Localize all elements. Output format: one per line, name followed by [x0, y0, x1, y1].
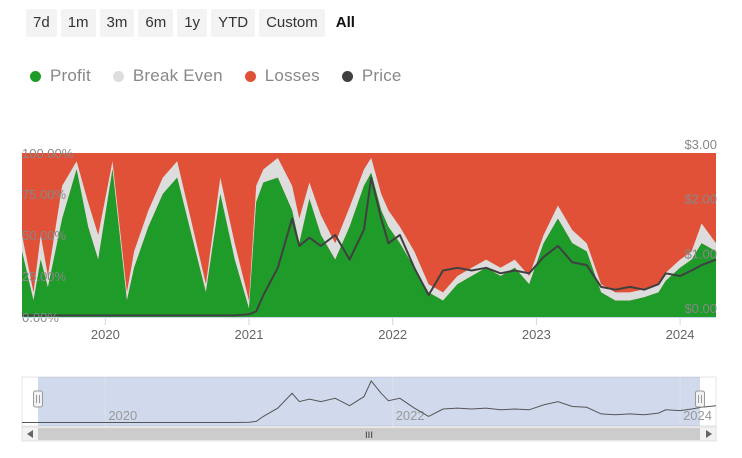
- legend-item-losses[interactable]: Losses: [244, 66, 320, 86]
- legend-dot-icon: [341, 70, 353, 82]
- plot-area: [22, 153, 717, 317]
- navigator-selection-mask: [38, 377, 700, 426]
- range-button-1m[interactable]: 1m: [60, 9, 96, 37]
- range-button-all[interactable]: All: [329, 9, 362, 37]
- legend-item-price[interactable]: Price: [341, 66, 402, 86]
- x-tick-label: 2020: [91, 327, 120, 342]
- series-profit-area: [22, 169, 716, 317]
- range-button-7d[interactable]: 7d: [26, 9, 57, 37]
- navigator-tick-label: 2024: [683, 408, 712, 423]
- y-left-tick-label: 25.00%: [22, 269, 67, 284]
- scrollbar-thumb[interactable]: [38, 428, 700, 440]
- y-right-tick-label: $3.00: [684, 137, 717, 152]
- y-right-tick-label: $0.00: [684, 301, 717, 316]
- legend-dot-icon: [244, 70, 256, 82]
- scroll-right-arrow-icon[interactable]: [706, 430, 712, 438]
- navigator[interactable]: 2020 2022 2024: [21, 376, 717, 427]
- range-button-custom[interactable]: Custom: [259, 9, 325, 37]
- y-left-tick-label: 100.00%: [22, 146, 74, 161]
- series-price-line: [22, 176, 717, 317]
- range-button-3m[interactable]: 3m: [99, 9, 135, 37]
- legend: Profit Break Even Losses Price: [30, 62, 402, 90]
- legend-label: Losses: [264, 66, 320, 85]
- x-tick-label: 2021: [235, 327, 264, 342]
- legend-dot-icon: [30, 70, 41, 82]
- scroll-left-arrow-icon[interactable]: [27, 430, 33, 438]
- legend-label: Profit: [50, 66, 91, 85]
- scrollbar-grip: III: [365, 431, 373, 441]
- scrollbar[interactable]: III: [21, 426, 717, 442]
- navigator-price-line: [22, 379, 717, 423]
- handle-body: [695, 390, 705, 408]
- legend-dot-icon: [112, 70, 124, 82]
- y-left-tick-label: 75.00%: [22, 187, 67, 202]
- y-right-tick-label: $1.00: [684, 246, 717, 261]
- range-selector: 7d 1m 3m 6m 1y YTD Custom All: [26, 9, 362, 37]
- series-break-even-area: [22, 157, 716, 309]
- range-button-6m[interactable]: 6m: [138, 9, 174, 37]
- range-button-ytd[interactable]: YTD: [211, 9, 256, 37]
- legend-label: Break Even: [132, 66, 223, 85]
- handle-body: [33, 390, 43, 408]
- y-axis-right: $0.00 $1.00 $2.00 $3.00: [684, 137, 717, 316]
- legend-label: Price: [361, 66, 402, 85]
- x-tick-label: 2024: [666, 327, 695, 342]
- x-tick-label: 2023: [522, 327, 551, 342]
- legend-item-break-even[interactable]: Break Even: [112, 66, 223, 86]
- navigator-tick-label: 2020: [108, 408, 137, 423]
- legend-item-profit[interactable]: Profit: [30, 66, 91, 86]
- navigator-handle-right[interactable]: [695, 390, 705, 408]
- y-left-tick-label: 50.00%: [22, 228, 67, 243]
- y-right-tick-label: $2.00: [684, 192, 717, 207]
- x-axis: 2020 2021 2022 2023 2024: [22, 317, 716, 342]
- navigator-tick-label: 2022: [396, 408, 425, 423]
- range-button-1y[interactable]: 1y: [177, 9, 208, 37]
- navigator-handle-left[interactable]: [33, 390, 43, 408]
- x-tick-label: 2022: [378, 327, 407, 342]
